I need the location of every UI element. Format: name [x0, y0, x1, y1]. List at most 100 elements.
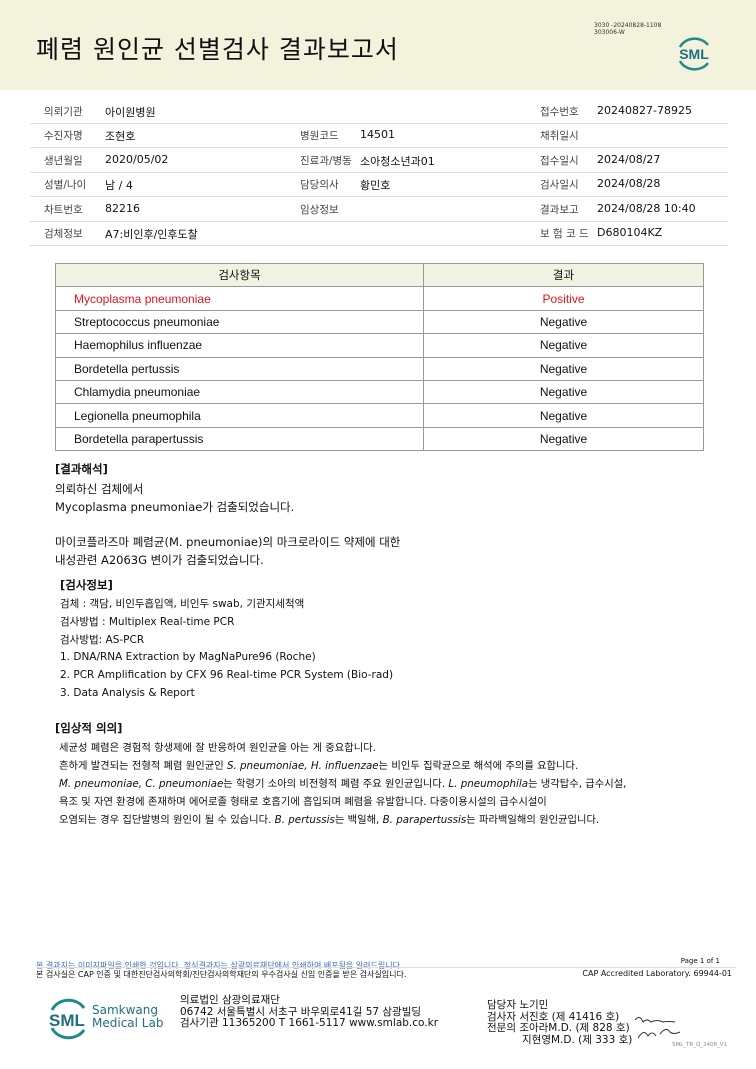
info-label: 검체정보: [44, 228, 83, 240]
info-label: 진료과/병동: [300, 155, 352, 167]
info-value: 황민호: [360, 179, 391, 192]
notice-cap: 본 검사실은 CAP 인증 및 대한진단검사의학회/진단검사의학재단의 우수검사…: [36, 970, 407, 979]
interpretation-line: 마이코플라즈마 폐렴균(M. pneumoniae)의 마크로라이드 약제에 대…: [55, 534, 400, 550]
interpretation-line: 내성관련 A2063G 변이가 검출되었습니다.: [55, 552, 264, 568]
text-span: B. pertussis: [274, 814, 335, 826]
cap-accreditation: CAP Accredited Laboratory. 69944-01: [582, 969, 732, 978]
text-span: 오염되는 경우 집단발병의 원인이 될 수 있습니다.: [59, 814, 275, 826]
text-span: 는 냉각탑수, 급수시설,: [528, 778, 627, 790]
row-divider: [30, 172, 728, 173]
divider: [36, 967, 736, 968]
info-label: 결과보고: [540, 204, 579, 216]
clinical-line: 욕조 및 자연 환경에 존재하며 에어로졸 형태로 호흡기에 흡입되며 폐렴을 …: [59, 793, 547, 808]
address-block: 의료법인 삼광의료재단 06742 서울특별시 서초구 바우뫼로41길 57 삼…: [180, 994, 439, 1030]
column-header-test: 검사항목: [55, 262, 424, 288]
text-span: 는 학령기 소아의 비전형적 폐렴 주요 원인균입니다.: [223, 778, 449, 790]
test-result: Negative: [423, 403, 704, 428]
section-heading-clinical: [임상적 의의]: [55, 720, 122, 736]
row-divider: [30, 147, 728, 148]
staff-manager: 담당자 노기민: [487, 999, 549, 1011]
text-span: 검체 : 객담, 비인두흡입액, 비인두 swab, 기관지세척액: [60, 598, 305, 610]
info-label: 수진자명: [44, 130, 83, 142]
test-item: Mycoplasma pneumoniae: [55, 286, 424, 311]
test-info-line: 검사방법 : Multiplex Real-time PCR: [60, 614, 234, 629]
test-info-line: 1. DNA/RNA Extraction by MagNaPure96 (Ro…: [60, 651, 316, 663]
org-name: 의료법인 삼광의료재단: [180, 994, 280, 1006]
info-label: 접수번호: [540, 106, 579, 118]
contact: 검사기관 11365200 T 1661-5117 www.smlab.co.k…: [180, 1017, 439, 1029]
row-divider: [30, 196, 728, 197]
text-span: 마이코플라즈마 폐렴균(M. pneumoniae)의 마크로라이드 약제에 대…: [55, 535, 401, 549]
text-span: 내성관련 A2063G 변이가 검출되었습니다.: [55, 553, 264, 567]
info-label: 의뢰기관: [44, 106, 83, 118]
signature: [634, 1016, 681, 1039]
info-label: 생년월일: [44, 155, 83, 167]
test-result: Negative: [423, 426, 704, 452]
staff-specialist-2: 지현영M.D. (제 333 호): [522, 1033, 633, 1046]
svg-text:SML: SML: [679, 46, 709, 62]
info-label: 담당의사: [300, 179, 339, 191]
staff-specialist-1: 전문의 조아라M.D. (제 828 호): [487, 1022, 630, 1034]
info-value: 14501: [360, 128, 395, 141]
report-title: 폐렴 원인균 선별검사 결과보고서: [36, 35, 399, 64]
text-span: M. pneumoniae, C. pneumoniae: [59, 778, 224, 790]
text-span: 는 비인두 집락균으로 해석에 주의를 요합니다.: [378, 760, 579, 772]
test-info-line: 검사방법: AS-PCR: [60, 632, 144, 647]
results-table: 검사항목 결과 Mycoplasma pneumoniae Positive Str…: [55, 262, 704, 452]
table-row: Legionella pneumophila Negative: [55, 403, 704, 428]
text-span: 흔하게 발견되는 전형적 폐렴 원인균인: [59, 760, 227, 772]
info-value: D680104KZ: [597, 226, 663, 239]
table-row: Bordetella pertussis Negative: [55, 356, 704, 381]
test-info-line: 3. Data Analysis & Report: [60, 687, 195, 699]
text-span: [결과해석]: [55, 462, 108, 476]
text-span: [검사정보]: [60, 578, 113, 592]
test-result: Negative: [423, 309, 704, 335]
row-divider: [30, 123, 728, 124]
test-item: Chlamydia pneumoniae: [55, 379, 424, 405]
report-code-2: 303006-W: [594, 29, 625, 36]
sml-logo: SML: [678, 37, 709, 71]
info-value: 남 / 4: [105, 179, 133, 192]
report-code: 3030 -20240828-1108: [594, 22, 662, 29]
text-span: 세균성 폐렴은 경험적 항생제에 잘 반응하여 원인균을 아는 게 중요합니다.: [59, 742, 376, 754]
address: 06742 서울특별시 서초구 바우뫼로41길 57 삼광빌딩: [180, 1005, 422, 1018]
text-span: 의뢰하신 검체에서: [55, 482, 144, 496]
info-label: 차트번호: [44, 204, 83, 216]
info-value: 2024/08/27: [597, 153, 661, 166]
table-row: Streptococcus pneumoniae Negative: [55, 309, 704, 335]
table-row: Mycoplasma pneumoniae Positive: [55, 286, 704, 311]
text-span: 1. DNA/RNA Extraction by MagNaPure96 (Ro…: [60, 651, 316, 663]
interpretation-line: 의뢰하신 검체에서: [55, 481, 143, 497]
page-number: Page 1 of 1: [680, 957, 720, 965]
interpretation-line: Mycoplasma pneumoniae가 검출되었습니다.: [55, 499, 294, 515]
text-span: L. pneumophila: [448, 778, 529, 790]
row-divider: [30, 245, 728, 246]
report-header: [0, 0, 756, 90]
info-value: 아이원병원: [105, 106, 156, 119]
staff-tester: 검사자 서진호 (제 41416 호): [487, 1010, 620, 1023]
info-label: 임상정보: [300, 204, 339, 216]
table-row: Haemophilus influenzae Negative: [55, 333, 704, 358]
info-label: 병원코드: [300, 130, 339, 142]
company-name: Samkwang Medical Lab: [92, 1004, 163, 1030]
text-span: 검사방법: AS-PCR: [60, 634, 145, 646]
info-value: 82216: [105, 202, 140, 215]
test-result: Negative: [423, 356, 704, 381]
test-info-line: 검체 : 객담, 비인두흡입액, 비인두 swab, 기관지세척액: [60, 596, 304, 611]
form-code: SML_TR_Q_2408_V1: [672, 1042, 728, 1048]
test-result: Positive: [423, 286, 704, 311]
test-item: Bordetella pertussis: [55, 356, 424, 381]
text-span: 욕조 및 자연 환경에 존재하며 에어로졸 형태로 호흡기에 흡입되며 폐렴을 …: [59, 796, 547, 808]
text-span: S. pneumoniae, H. influenzae: [226, 760, 379, 772]
test-item: Legionella pneumophila: [55, 403, 424, 428]
info-value: 2020/05/02: [105, 153, 169, 166]
sml-footer-logo: SML: [49, 998, 86, 1040]
company-name-2: Medical Lab: [92, 1016, 164, 1030]
info-label: 성별/나이: [44, 179, 87, 191]
text-span: 2. PCR Amplification by CFX 96 Real-time…: [60, 669, 394, 681]
info-value: 20240827-78925: [597, 104, 692, 117]
test-item: Streptococcus pneumoniae: [55, 309, 424, 335]
text-span: B. parapertussis: [382, 814, 467, 826]
staff-block: 담당자 노기민 검사자 서진호 (제 41416 호) 전문의 조아라M.D. …: [487, 999, 633, 1046]
notice-blue: 본 결과지는 이미지파일을 인쇄한 것입니다. 정식결과지는 삼광의료재단에서 …: [36, 961, 403, 970]
